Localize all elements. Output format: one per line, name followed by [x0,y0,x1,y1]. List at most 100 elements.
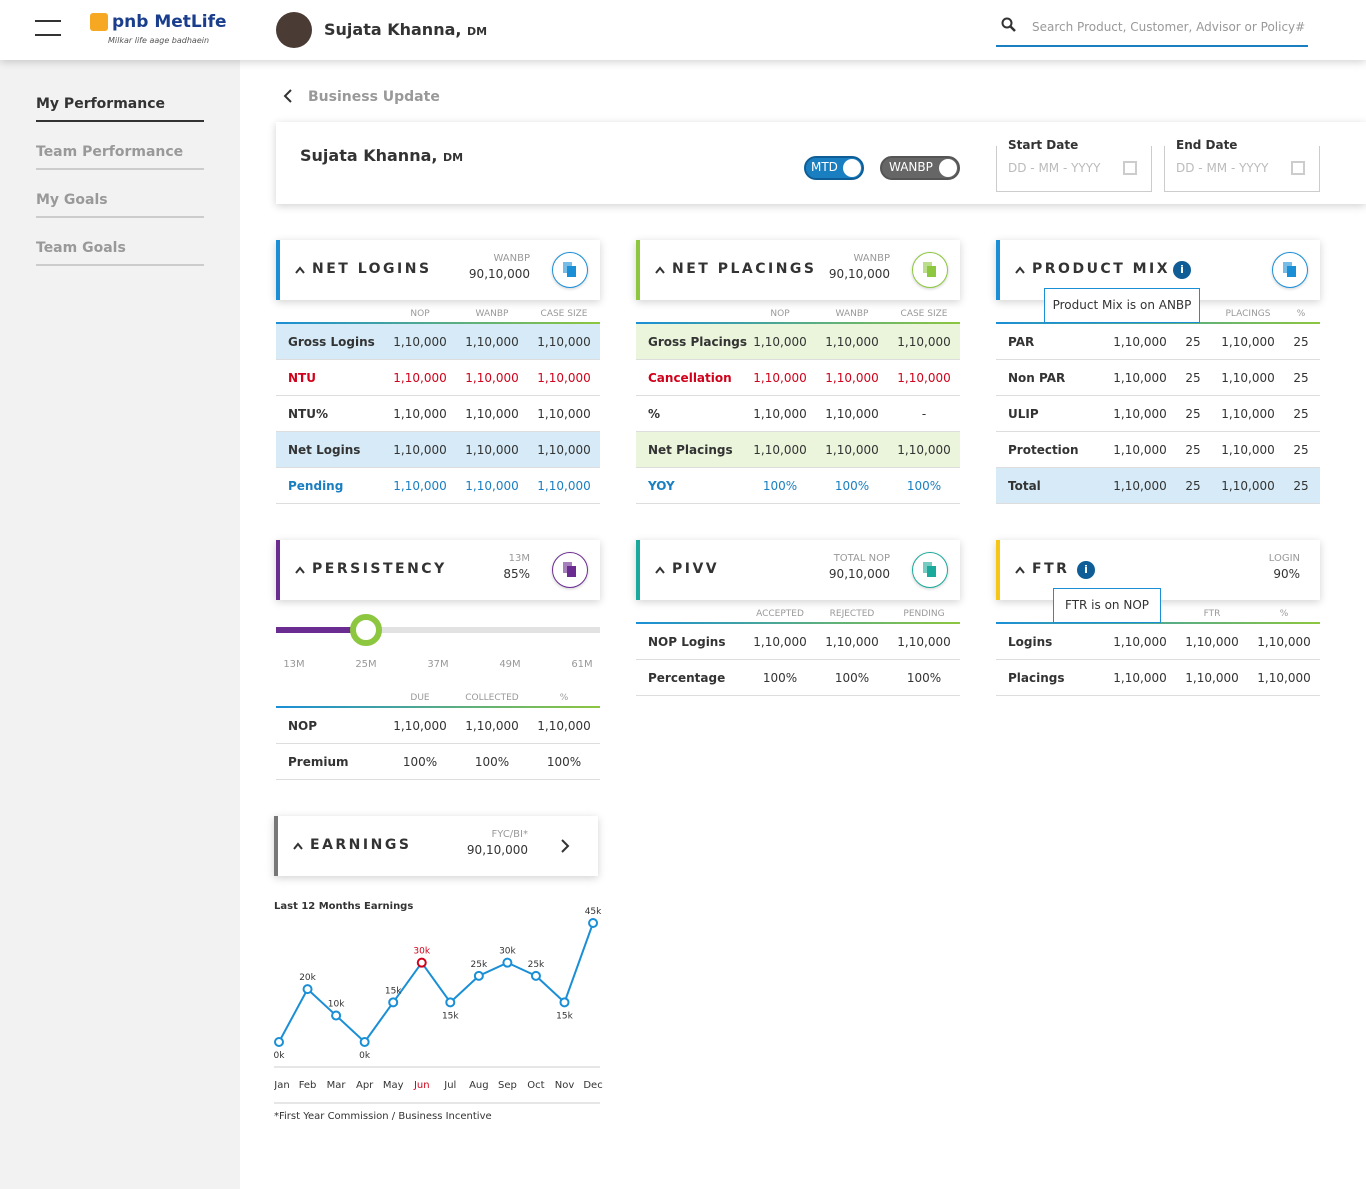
back-icon[interactable] [283,89,293,103]
data-label: 0k [274,1051,285,1061]
sidebar-item[interactable]: My Performance [36,96,166,112]
collapse-icon[interactable] [655,266,665,274]
search-underline [996,45,1308,47]
cell-value: 1,10,000 [1257,671,1311,685]
copy-button[interactable] [552,552,588,588]
header-rule [636,322,960,324]
cell-value: 1,10,000 [1221,407,1275,421]
sidebar-item[interactable]: Team Goals [36,240,126,256]
caret [295,266,305,274]
table-row [276,360,600,396]
row-label: Placings [1008,671,1065,685]
menu-icon[interactable] [35,20,61,38]
copy-icon [923,562,936,577]
row-label: Pending [288,479,344,493]
cell-value: 1,10,000 [825,443,879,457]
meta-label: FYC/BI* [491,829,528,840]
cell-value: 25 [1185,407,1201,421]
user-role: DM [467,25,488,38]
point [588,918,599,928]
slider-track[interactable] [276,627,600,633]
copy-button[interactable] [552,252,588,288]
collapse-icon[interactable] [1015,566,1025,574]
cell-value: 1,10,000 [465,443,519,457]
row-label: ULIP [1008,407,1039,421]
point [530,970,541,981]
x-tick-label: Oct [527,1080,544,1091]
table-row [996,432,1320,468]
toggle-mtd[interactable]: MTD [804,156,864,180]
collapse-icon[interactable] [293,842,303,850]
date-placeholder: DD - MM - YYYY [1176,161,1269,175]
column-header: % [1279,609,1289,619]
copy-button[interactable] [912,552,948,588]
calendar-icon [1123,161,1137,175]
row-label: Logins [1008,635,1053,649]
collapse-icon[interactable] [295,566,305,574]
column-header: WANBP [475,309,509,319]
point [445,997,456,1008]
table-row [276,744,600,780]
info-icon[interactable]: i [1077,561,1095,579]
copy-button[interactable] [1272,252,1308,288]
cell-value: 1,10,000 [897,443,951,457]
toggle-label: MTD [811,160,838,174]
info-icon[interactable]: i [1173,261,1191,279]
sidebar-item[interactable]: Team Performance [36,144,184,160]
collapse-icon[interactable] [655,566,665,574]
table-row [636,324,960,360]
toggle-wanbp[interactable]: WANBP [880,156,960,180]
user-name-text: Sujata Khanna, [324,20,462,39]
slider-knob[interactable] [350,614,382,646]
x-tick-label: Mar [327,1080,347,1091]
profile-role: DM [443,151,464,164]
data-label: 15k [442,1011,459,1021]
meta-label: 13M [508,553,530,564]
card-header: EARNINGS FYC/BI* 90,10,000 [274,816,598,876]
slider-tick-label: 13M [283,659,305,670]
icon-part [927,266,936,277]
cell-value: 1,10,000 [897,635,951,649]
table-row [276,396,600,432]
cell-value: 1,10,000 [1257,635,1311,649]
column-header: CASE SIZE [540,309,588,319]
cell-value: 1,10,000 [1221,335,1275,349]
cell-value: 25 [1185,371,1201,385]
table-row [996,468,1320,504]
cell-value: 25 [1293,407,1309,421]
sidebar-item[interactable]: My Goals [36,192,108,208]
cell-value: 1,10,000 [393,479,447,493]
cell-value: 100% [474,755,510,769]
row-label: NTU [288,371,316,385]
row-label: Net Logins [288,443,361,457]
column-header: PENDING [903,609,945,619]
tooltip: FTR is on NOP [1053,588,1161,623]
table-row [636,660,960,696]
collapse-icon[interactable] [295,266,305,274]
search-input[interactable]: Search Product, Customer, Advisor or Pol… [1032,20,1306,34]
chevron-icon[interactable] [560,839,570,853]
row-label: NTU% [288,407,328,421]
collapse-icon[interactable] [1015,266,1025,274]
x-tick-label: Apr [356,1080,374,1091]
row-label: NOP [288,719,318,733]
row-label: Protection [1008,443,1079,457]
caret [1015,266,1025,274]
point [331,1010,342,1021]
copy-button[interactable] [912,252,948,288]
toggle-knob [939,159,957,177]
cell-value: 1,10,000 [537,335,591,349]
card-header: PIVV TOTAL NOP 90,10,000 [636,540,960,600]
row-label: Gross Placings [648,335,747,349]
cell-value: 1,10,000 [825,371,879,385]
start-date-field[interactable]: DD - MM - YYYY [996,146,1152,192]
point [388,997,399,1008]
cell-value: 1,10,000 [825,407,879,421]
end-date-field[interactable]: DD - MM - YYYY [1164,146,1320,192]
card-title: PRODUCT MIX [1032,261,1171,277]
cell-value: 1,10,000 [1185,671,1239,685]
cell-value: 1,10,000 [1113,443,1167,457]
card-header: PERSISTENCY 13M 85% [276,540,600,600]
card-header: FTR LOGIN 90% [996,540,1320,600]
cell-value: 1,10,000 [465,407,519,421]
